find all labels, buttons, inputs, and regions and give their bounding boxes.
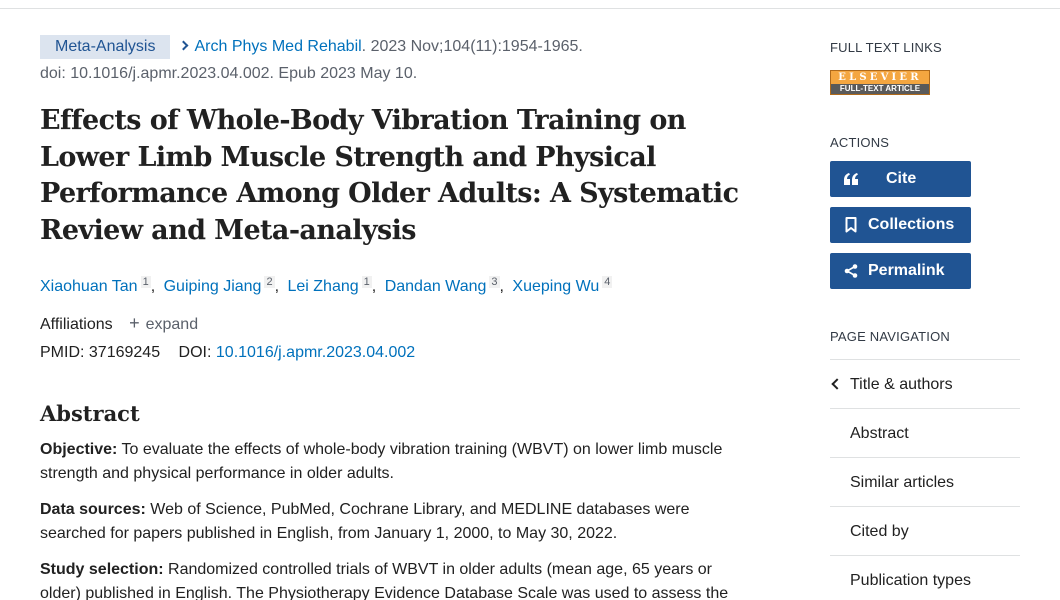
author-list: Xiaohuan Tan 1, Guiping Jiang 2, Lei Zhang…	[40, 276, 613, 295]
citation-line: Meta-Analysis Arch Phys Med Rehabil. 2023…	[40, 33, 765, 61]
sidebar: FULL TEXT LINKS ELSEVIER FULL-TEXT ARTIC…	[830, 40, 1020, 600]
page-navigation: Title & authors Abstract Similar article…	[830, 359, 1020, 600]
plus-icon: +	[129, 313, 140, 333]
permalink-button[interactable]: Permalink	[830, 253, 971, 289]
doi-link[interactable]: 10.1016/j.apmr.2023.04.002	[215, 344, 416, 361]
nav-item-cited-by[interactable]: Cited by	[830, 507, 1020, 556]
top-divider	[0, 8, 1060, 9]
article-title: Effects of Whole-Body Vibration Training…	[40, 105, 739, 246]
actions-heading: ACTIONS	[830, 135, 890, 150]
doi-epub-line: doi: 10.1016/j.apmr.2023.04.002. Epub 20…	[40, 65, 418, 82]
affiliation-ref[interactable]: 1	[361, 276, 372, 288]
author-link[interactable]: Xiaohuan Tan	[40, 278, 138, 295]
pmid-value: 37169245	[88, 344, 161, 361]
affiliation-ref[interactable]: 3	[489, 276, 500, 288]
nav-item-title-authors[interactable]: Title & authors	[830, 360, 1020, 409]
article-type-badge: Meta-Analysis	[40, 35, 171, 59]
pmid-label: PMID:	[40, 344, 85, 361]
affiliations-expand-button[interactable]: + expand	[129, 313, 199, 333]
citation-date: . 2023 Nov;104(11):1954-1965.	[361, 38, 583, 55]
cite-button[interactable]: Cite	[830, 161, 971, 197]
author-link[interactable]: Dandan Wang	[384, 278, 487, 295]
quote-icon	[842, 170, 860, 188]
page-navigation-heading: PAGE NAVIGATION	[830, 329, 951, 344]
author-link[interactable]: Xueping Wu	[512, 278, 600, 295]
author-link[interactable]: Guiping Jiang	[163, 278, 262, 295]
affiliations-label: Affiliations	[40, 316, 113, 333]
affiliation-ref[interactable]: 1	[140, 276, 151, 288]
bookmark-icon	[842, 216, 860, 234]
share-icon	[842, 262, 860, 280]
nav-item-publication-types[interactable]: Publication types	[830, 556, 1020, 600]
collections-button[interactable]: Collections	[830, 207, 971, 243]
abstract-objective: Objective: To evaluate the effects of wh…	[40, 441, 723, 482]
author-link[interactable]: Lei Zhang	[287, 278, 359, 295]
nav-item-similar-articles[interactable]: Similar articles	[830, 458, 1020, 507]
abstract-heading: Abstract	[40, 401, 140, 426]
abstract-study-selection: Study selection: Randomized controlled t…	[40, 561, 729, 600]
affiliation-ref[interactable]: 4	[602, 276, 613, 288]
affiliations-row: Affiliations + expand	[40, 311, 765, 337]
affiliation-ref[interactable]: 2	[264, 276, 275, 288]
elsevier-full-text-link[interactable]: ELSEVIER FULL-TEXT ARTICLE	[830, 70, 930, 95]
abstract-data-sources: Data sources: Web of Science, PubMed, Co…	[40, 501, 690, 542]
chevron-left-icon	[831, 378, 843, 390]
article-main: Meta-Analysis Arch Phys Med Rehabil. 2023…	[40, 33, 765, 600]
doi-label: DOI:	[178, 344, 212, 361]
nav-item-abstract[interactable]: Abstract	[830, 409, 1020, 458]
identifiers-row: PMID: 37169245 DOI: 10.1016/j.apmr.2023.…	[40, 340, 765, 366]
full-text-links-heading: FULL TEXT LINKS	[830, 40, 942, 55]
journal-link[interactable]: Arch Phys Med Rehabil	[194, 38, 362, 55]
chevron-right-icon	[179, 40, 189, 51]
